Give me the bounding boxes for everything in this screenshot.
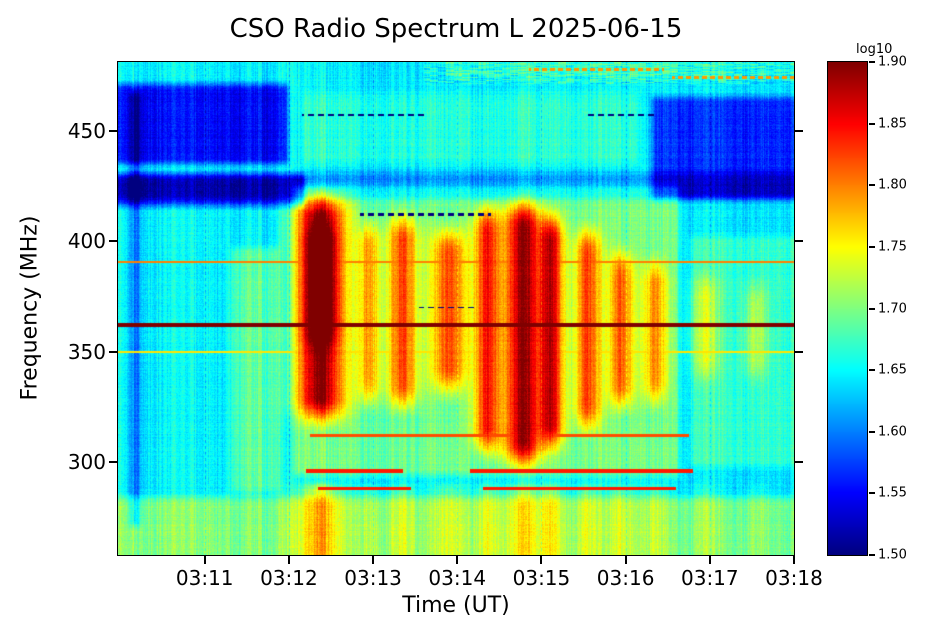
y-tick-mark-right [795, 350, 803, 353]
y-tick-mark-right [795, 461, 803, 464]
colorbar-tick-label: 1.75 [878, 239, 907, 255]
colorbar-gradient [828, 62, 867, 555]
y-tick-label: 400 [67, 229, 106, 254]
x-tick-label: 03:17 [680, 566, 739, 590]
y-tick-mark [109, 240, 117, 243]
x-tick-label: 03:14 [428, 566, 487, 590]
colorbar-tick-mark [869, 122, 875, 125]
x-tick-mark [708, 556, 711, 564]
y-tick-mark-right [795, 129, 803, 132]
colorbar-tick-label: 1.80 [878, 177, 907, 193]
colorbar-tick-label: 1.85 [878, 116, 907, 132]
x-tick-mark [203, 556, 206, 564]
x-tick-mark [372, 556, 375, 564]
x-tick-label: 03:16 [596, 566, 655, 590]
colorbar-title: log10 [856, 42, 893, 57]
x-tick-label: 03:13 [344, 566, 402, 590]
colorbar-tick-mark [869, 492, 875, 495]
colorbar-frame [827, 61, 868, 556]
x-tick-label: 03:12 [260, 566, 318, 590]
x-tick-mark [456, 556, 459, 564]
colorbar-tick-mark [869, 61, 875, 63]
y-tick-label: 450 [67, 118, 106, 143]
colorbar-tick-mark [869, 430, 875, 433]
y-tick-label: 350 [67, 339, 106, 364]
colorbar-tick-mark [869, 307, 875, 310]
colorbar-tick-label: 1.90 [878, 54, 907, 70]
y-tick-mark-right [795, 240, 803, 243]
colorbar-tick-label: 1.60 [878, 424, 907, 440]
x-tick-mark [793, 556, 795, 564]
x-tick-mark [624, 556, 627, 564]
colorbar-tick-label: 1.70 [878, 301, 907, 316]
chart-title: CSO Radio Spectrum L 2025-06-15 [229, 14, 683, 44]
colorbar-tick-label: 1.50 [878, 547, 907, 563]
x-axis-label: Time (UT) [402, 593, 510, 618]
x-tick-label: 03:18 [765, 566, 823, 590]
y-tick-mark [109, 350, 117, 353]
spectrogram-heatmap [118, 62, 794, 555]
x-tick-mark [287, 556, 290, 564]
x-tick-label: 03:11 [175, 566, 234, 590]
colorbar-tick-mark [869, 184, 875, 187]
colorbar-tick-mark [869, 245, 875, 248]
colorbar-tick-label: 1.55 [878, 485, 907, 501]
y-tick-mark [109, 129, 117, 132]
colorbar-tick-mark [869, 554, 875, 556]
colorbar-tick-label: 1.65 [878, 362, 907, 378]
x-tick-label: 03:15 [512, 566, 571, 590]
plot-frame [117, 61, 795, 556]
y-tick-mark [109, 461, 117, 464]
x-tick-mark [540, 556, 543, 564]
y-tick-label: 300 [67, 450, 106, 475]
colorbar-tick-mark [869, 369, 875, 372]
